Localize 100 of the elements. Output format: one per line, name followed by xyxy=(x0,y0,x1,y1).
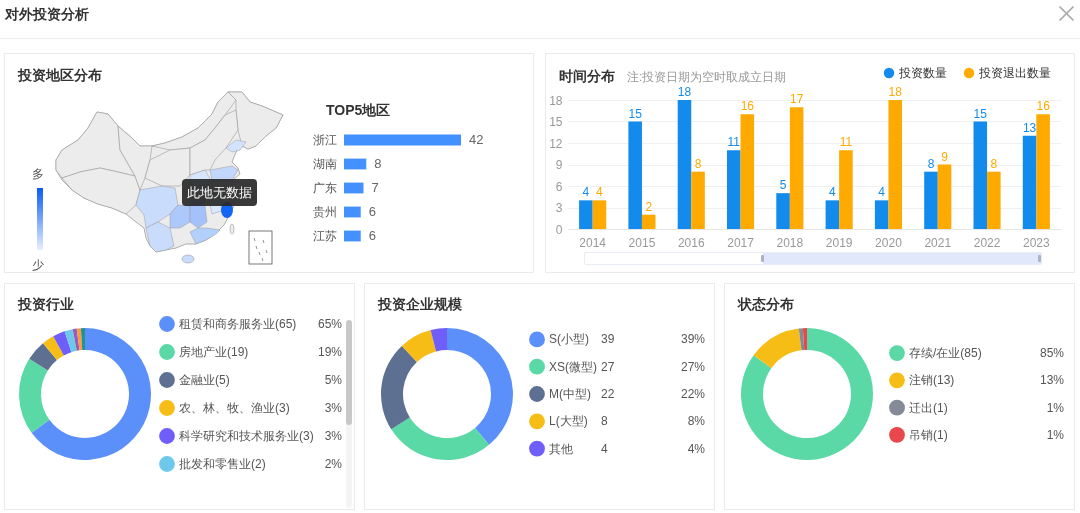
bar xyxy=(740,114,755,229)
bar xyxy=(874,200,889,229)
data-label: 5% xyxy=(324,373,343,387)
data-label: 4% xyxy=(687,441,706,456)
data-label: 3% xyxy=(324,401,343,415)
legend-label: 注销(13) xyxy=(909,373,955,388)
donut-slice xyxy=(802,328,807,351)
data-label: 1% xyxy=(1046,400,1065,415)
y-tick-label: 江苏 xyxy=(312,229,337,243)
bar xyxy=(641,214,656,229)
y-tick-label: 湖南 xyxy=(312,157,337,171)
donut-slice xyxy=(80,328,85,351)
chart-title: 投资企业规模 xyxy=(378,296,462,312)
data-label: 85% xyxy=(1039,346,1065,361)
bar xyxy=(691,171,705,229)
legend-label: 农、林、牧、渔业(3) xyxy=(179,401,290,415)
bar xyxy=(579,200,593,229)
chart-title: TOP5地区 xyxy=(326,102,391,118)
data-label: 39% xyxy=(680,332,706,347)
data-label: 4 xyxy=(878,185,886,200)
data-label: 27% xyxy=(680,359,706,374)
data-label: 3% xyxy=(324,429,343,443)
donut-slice xyxy=(430,328,447,352)
bar xyxy=(677,100,692,229)
donut-slice xyxy=(798,328,805,351)
bar xyxy=(592,200,607,229)
y-tick-label: 6 xyxy=(555,179,563,194)
legend-label: 吊销(1) xyxy=(909,427,948,442)
y-tick-label: 15 xyxy=(549,115,563,129)
donut-slice xyxy=(29,343,57,371)
y-tick-label: 18 xyxy=(549,93,563,108)
data-label: 2 xyxy=(645,199,653,214)
text: 27 xyxy=(601,359,615,374)
data-label: 5 xyxy=(779,178,787,193)
legend-label: 存续/在业(85) xyxy=(909,346,982,361)
text: 投资行业 xyxy=(18,296,74,312)
data-label: 65% xyxy=(317,317,343,331)
bar xyxy=(937,164,952,229)
bar xyxy=(987,171,1001,229)
data-label: 4 xyxy=(829,185,837,200)
x-tick-label: 2022 xyxy=(973,235,1001,250)
bar xyxy=(344,182,364,194)
donut-slice xyxy=(53,331,72,356)
data-label: 16 xyxy=(1036,99,1051,114)
data-label: 6 xyxy=(368,204,376,219)
data-label: 1% xyxy=(1046,427,1065,442)
data-label: 17 xyxy=(789,92,804,107)
data-label: 8 xyxy=(990,156,998,171)
data-label: 42 xyxy=(469,132,484,147)
data-label: 8 xyxy=(694,156,702,171)
donut-slice xyxy=(381,345,417,430)
chart-title: 时间分布 xyxy=(559,68,615,84)
data-label: 13% xyxy=(1039,373,1065,388)
text: 多 xyxy=(32,166,44,182)
bar xyxy=(344,134,461,146)
legend-label: 房地产业(19) xyxy=(179,345,249,359)
legend-label: 租赁和商务服务业(65) xyxy=(179,317,297,331)
y-tick-label: 12 xyxy=(549,136,563,151)
data-label: 11 xyxy=(727,135,741,150)
bar xyxy=(825,200,840,229)
legend-label: 投资退出数量 xyxy=(978,66,1051,80)
legend-label: 投资数量 xyxy=(898,66,947,80)
donut-slice xyxy=(391,417,490,460)
bar xyxy=(924,171,938,229)
y-tick-label: 浙江 xyxy=(312,133,337,147)
data-label: 8 xyxy=(927,156,935,171)
chart-subtitle: 注:投资日期为空时取成立日期 xyxy=(627,69,787,85)
data-label: 22% xyxy=(680,387,706,401)
legend-label: 科学研究和技术服务业(3) xyxy=(179,429,314,443)
donut-slice xyxy=(19,358,50,433)
bar xyxy=(344,158,367,170)
text: 4 xyxy=(601,441,608,456)
text: 39 xyxy=(601,332,615,347)
data-label: 8 xyxy=(374,156,382,171)
legend-label: 金融业(5) xyxy=(179,373,230,387)
x-tick-label: 2017 xyxy=(727,235,755,250)
data-label: 7 xyxy=(371,180,379,195)
x-tick-label: 2014 xyxy=(579,235,607,250)
y-tick-label: 广东 xyxy=(312,181,337,195)
x-tick-label: 2019 xyxy=(825,235,853,250)
donut-slice xyxy=(741,328,873,460)
data-label: 15 xyxy=(973,106,988,121)
x-tick-label: 2023 xyxy=(1023,235,1051,250)
y-tick-label: 3 xyxy=(555,201,563,215)
bar xyxy=(1036,114,1050,229)
donut-slice xyxy=(42,336,64,361)
x-tick-label: 2021 xyxy=(924,235,952,250)
data-label: 18 xyxy=(888,85,903,99)
data-label: 4 xyxy=(596,185,604,200)
donut-slice xyxy=(72,328,80,351)
donut-slice xyxy=(401,330,437,362)
text: 投资地区分布 xyxy=(18,67,102,83)
y-tick-label: 9 xyxy=(555,158,563,172)
x-tick-label: 2016 xyxy=(677,235,705,250)
data-label: 4 xyxy=(582,185,590,200)
legend-label: 批发和零售业(2) xyxy=(179,457,266,471)
bar xyxy=(789,107,804,229)
chart-title: 状态分布 xyxy=(738,296,794,312)
donut-slice xyxy=(447,328,513,445)
data-label: 18 xyxy=(677,85,692,99)
